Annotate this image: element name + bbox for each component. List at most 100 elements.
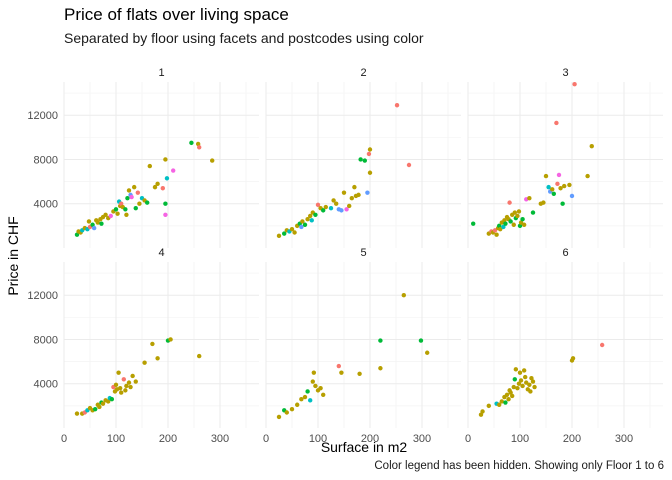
data-point xyxy=(394,103,400,108)
x-tick-label: 200 xyxy=(563,433,581,445)
data-point xyxy=(367,170,373,175)
data-point xyxy=(356,192,361,198)
data-point xyxy=(378,338,383,343)
data-point xyxy=(494,232,499,237)
data-point xyxy=(313,383,318,389)
data-point xyxy=(506,397,511,402)
data-point xyxy=(113,207,119,212)
data-point xyxy=(406,162,412,168)
data-point xyxy=(513,367,519,372)
data-point xyxy=(305,217,310,222)
data-point xyxy=(497,223,502,229)
data-point xyxy=(164,176,170,181)
data-point xyxy=(93,406,98,412)
data-point xyxy=(339,370,344,375)
data-point xyxy=(541,200,546,205)
data-point xyxy=(313,212,318,217)
data-point xyxy=(163,201,168,206)
facet-label: 3 xyxy=(562,67,568,79)
y-axis-title: Price in CHF xyxy=(5,216,21,295)
y-tick-label: 12000 xyxy=(27,290,58,302)
data-point xyxy=(74,411,80,416)
data-point xyxy=(532,384,537,390)
data-point xyxy=(135,190,141,195)
data-point xyxy=(300,219,305,224)
data-point xyxy=(309,218,314,223)
data-point xyxy=(556,172,562,178)
data-point xyxy=(108,213,114,219)
data-point xyxy=(352,184,357,190)
data-point xyxy=(497,402,502,407)
data-point xyxy=(150,341,155,347)
data-point xyxy=(113,382,119,388)
data-point xyxy=(90,222,95,227)
data-point xyxy=(195,141,201,147)
data-point xyxy=(511,222,516,227)
facet-panel-6: 6 0 100 200 300 xyxy=(465,247,663,445)
data-point xyxy=(521,368,527,373)
data-point xyxy=(589,143,594,149)
data-point xyxy=(315,202,321,208)
data-point xyxy=(106,399,111,404)
facet-panel-2: 2 xyxy=(265,67,461,248)
data-point xyxy=(530,210,536,215)
facet-label: 4 xyxy=(158,247,164,259)
data-point xyxy=(123,388,128,393)
data-point xyxy=(308,398,313,403)
data-point xyxy=(501,224,506,230)
data-point xyxy=(155,181,160,187)
data-point xyxy=(512,210,517,215)
y-tick-label: 8000 xyxy=(34,154,58,166)
data-point xyxy=(515,213,520,219)
data-point xyxy=(163,157,168,162)
chart-caption: Color legend has been hidden. Showing on… xyxy=(374,460,664,472)
data-point xyxy=(554,120,559,126)
data-point xyxy=(171,168,176,173)
data-point xyxy=(284,410,289,415)
facet-label: 2 xyxy=(360,67,366,79)
x-tick-label: 300 xyxy=(413,433,431,445)
data-point xyxy=(521,222,527,227)
y-tick-label: 8000 xyxy=(34,334,58,346)
data-point xyxy=(529,376,534,381)
data-point xyxy=(486,403,491,409)
data-point xyxy=(349,196,354,201)
data-point xyxy=(362,158,367,163)
x-tick-label: 0 xyxy=(263,433,269,445)
data-point xyxy=(160,186,165,191)
data-point xyxy=(418,338,424,343)
facet-label: 6 xyxy=(562,247,568,259)
data-point xyxy=(276,414,282,420)
data-point xyxy=(502,218,507,223)
data-point xyxy=(492,228,498,233)
data-point xyxy=(155,356,160,361)
data-point xyxy=(321,392,326,397)
facet-panel-5: 5 0 100 200 300 xyxy=(263,247,461,445)
data-point xyxy=(133,205,138,211)
data-point xyxy=(551,191,556,196)
data-point xyxy=(132,184,137,190)
data-point xyxy=(572,82,577,87)
data-point xyxy=(567,182,572,188)
data-point xyxy=(133,379,138,384)
data-point xyxy=(347,203,352,209)
data-point xyxy=(515,385,520,391)
data-point xyxy=(103,212,108,217)
data-point xyxy=(366,151,372,157)
data-point xyxy=(308,213,313,219)
data-point xyxy=(210,158,215,163)
data-point xyxy=(560,201,565,206)
data-point xyxy=(508,219,513,224)
data-point xyxy=(142,360,147,365)
data-point xyxy=(119,390,124,395)
x-tick-label: 0 xyxy=(61,433,67,445)
data-point xyxy=(130,373,135,379)
x-tick-label: 100 xyxy=(309,433,327,445)
facet-panel-3: 3 xyxy=(467,67,663,248)
data-point xyxy=(86,219,92,224)
data-point xyxy=(511,384,516,390)
data-point xyxy=(128,384,133,390)
data-point xyxy=(74,232,80,237)
data-point xyxy=(499,399,504,404)
